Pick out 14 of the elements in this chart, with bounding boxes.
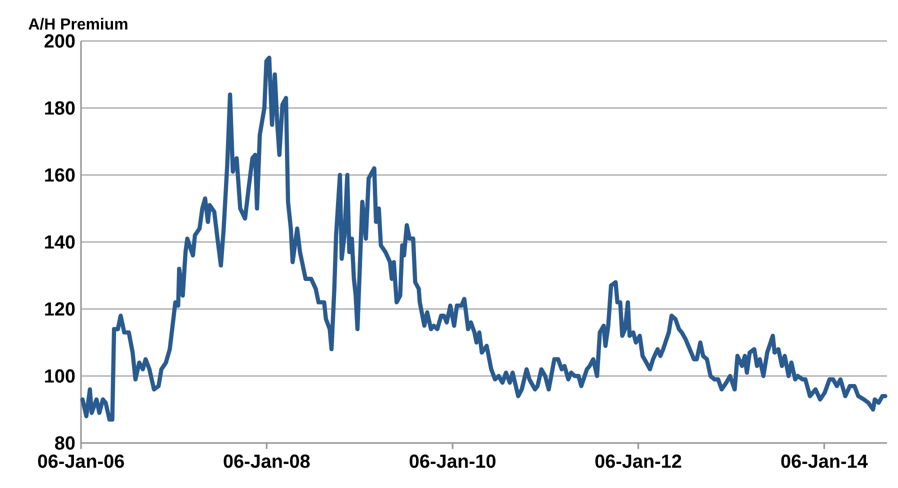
line-series bbox=[80, 56, 888, 422]
y-tick-label: 120 bbox=[45, 302, 75, 316]
x-tick-label: 06-Jan-10 bbox=[410, 454, 496, 468]
y-tick-label: 100 bbox=[45, 369, 75, 383]
y-tick-label: 200 bbox=[44, 34, 75, 48]
y-tick-label: 180 bbox=[45, 101, 75, 115]
x-tick-label: 06-Jan-12 bbox=[595, 454, 682, 468]
y-tick-label: 80 bbox=[55, 436, 75, 450]
x-tick-label: 06-Jan-14 bbox=[781, 454, 868, 468]
y-tick-label: 140 bbox=[45, 235, 75, 249]
y-axis-title: A/H Premium bbox=[28, 18, 128, 30]
y-tick-label: 160 bbox=[45, 168, 75, 182]
x-tick-label: 06-Jan-06 bbox=[38, 454, 124, 468]
x-tick-label: 06-Jan-08 bbox=[224, 454, 310, 468]
